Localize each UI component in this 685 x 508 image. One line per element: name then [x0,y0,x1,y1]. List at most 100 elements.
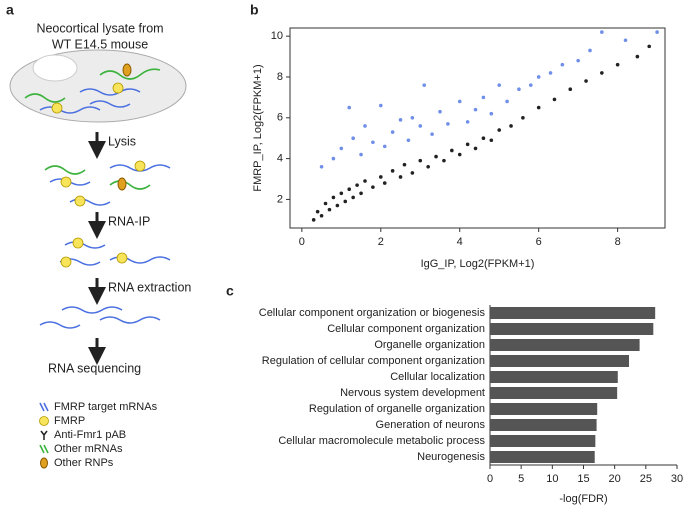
point [446,122,450,126]
point [323,201,328,206]
fmrp [134,160,146,172]
y-tick-label: 2 [277,193,283,205]
category-label: Cellular localization [390,371,485,383]
plot-frame [289,27,666,229]
category-label: Cellular component organization [327,323,485,335]
point [347,105,352,110]
point [568,87,573,92]
mrna [44,165,86,175]
point [497,83,502,87]
point [351,136,355,141]
x-tick-label: 6 [536,236,542,248]
diagram: a Neocortical lysate from WT E14.5 mouse… [6,2,191,469]
legend-text: Other mRNAs [54,443,123,455]
category-label: Neurogenesis [417,451,485,463]
title-line: Neocortical lysate from [36,21,163,35]
x-tick-label: 30 [671,473,683,485]
panel-label: a [6,2,14,18]
bar [490,451,595,463]
point [517,87,521,92]
panel-label: b [250,2,259,18]
category-label: Cellular component organization or bioge… [259,307,486,319]
point [426,164,430,169]
rnp [117,177,127,191]
mrna [39,321,81,329]
category-label: Nervous system development [340,387,485,399]
point [359,152,363,157]
fmrp [60,256,72,268]
point [465,142,470,147]
legend-text: Other RNPs [54,457,114,469]
fmrp [112,82,124,94]
step: RNA-IP [108,214,150,228]
point [331,156,336,161]
point [473,107,478,112]
bar [490,371,618,383]
point [497,128,502,132]
point [422,83,427,87]
legend-text: FMRP target mRNAs [54,401,158,413]
point [457,99,462,104]
category-label: Regulation of organelle organization [309,403,485,415]
point [327,207,332,212]
y-tick-label: 10 [271,30,283,42]
point [655,30,659,34]
fmrp [60,176,72,188]
point [339,146,344,151]
x-axis-label: IgG_IP, Log2(FPKM+1) [421,258,535,270]
point [371,140,375,145]
bar [490,307,656,319]
fmrp [74,195,86,207]
mrna [89,100,131,108]
point [481,95,486,100]
point [331,195,336,200]
nucleus [32,54,78,82]
x-tick-label: 2 [378,236,384,248]
y-tick-label: 8 [277,71,283,83]
point [406,138,411,143]
x-tick-label: 8 [615,236,621,248]
y-axis-label: FMRP_IP, Log2(FPKM+1) [252,64,264,191]
point [351,195,355,200]
point [347,187,352,192]
point [382,144,387,149]
point [521,115,525,120]
x-tick-label: 20 [609,473,621,485]
point [410,171,415,175]
point [635,54,640,59]
legend-icon [40,457,48,469]
x-tick-label: 5 [518,473,524,485]
point [398,175,403,179]
legend-icon [39,444,49,454]
point [319,164,324,169]
step: RNA sequencing [48,361,141,375]
point [505,99,509,104]
x-tick-label: 10 [546,473,558,485]
x-tick-label: 4 [457,236,463,248]
point [600,71,604,75]
x-tick-label: 0 [487,473,493,485]
point [457,152,462,157]
point [528,83,533,87]
point [315,209,320,214]
point [560,62,565,67]
point [576,58,580,63]
x-tick-label: 0 [299,236,305,248]
point [438,109,442,114]
fmrp [72,237,84,249]
point [473,146,478,151]
x-tick-label: 15 [577,473,589,485]
point [418,124,423,128]
point [481,136,486,141]
category-label: Cellular macromolecule metabolic process [278,435,485,447]
point [548,71,553,75]
panel-label: c [226,283,234,299]
point [465,120,470,124]
point [363,124,367,128]
point [371,185,375,189]
step: RNA extraction [108,280,191,294]
mrna [61,306,123,314]
point [398,118,403,122]
point [600,30,604,34]
